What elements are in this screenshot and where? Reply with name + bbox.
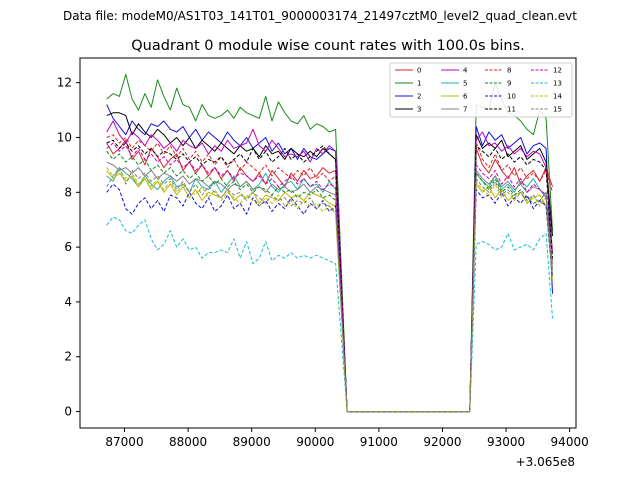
legend-label: 13 bbox=[553, 80, 562, 88]
x-tick-label: 92000 bbox=[423, 435, 461, 449]
legend-label: 5 bbox=[463, 80, 467, 88]
legend-label: 4 bbox=[463, 67, 468, 75]
series-line-5 bbox=[106, 167, 553, 413]
series-line-14 bbox=[106, 167, 553, 413]
x-tick-label: 90000 bbox=[296, 435, 334, 449]
y-tick-label: 6 bbox=[64, 240, 72, 254]
series-line-11 bbox=[106, 139, 553, 413]
x-tick-label: 87000 bbox=[105, 435, 143, 449]
series-line-4 bbox=[106, 120, 553, 413]
y-tick-label: 10 bbox=[57, 130, 72, 144]
series-line-15 bbox=[106, 167, 553, 413]
legend-label: 11 bbox=[507, 106, 516, 114]
legend-label: 14 bbox=[553, 93, 562, 101]
x-tick-label: 93000 bbox=[487, 435, 525, 449]
y-axis: 0 2 4 6 8 10 12 bbox=[57, 76, 80, 419]
legend-label: 8 bbox=[507, 67, 511, 75]
legend-label: 1 bbox=[417, 80, 421, 88]
suptitle: Data file: modeM0/AS1T03_141T01_90000031… bbox=[63, 9, 577, 23]
series-line-3 bbox=[106, 112, 553, 413]
series-line-8 bbox=[106, 134, 553, 413]
series-line-7 bbox=[106, 161, 553, 413]
legend-box bbox=[389, 62, 573, 118]
legend-label: 7 bbox=[463, 106, 467, 114]
y-tick-label: 12 bbox=[57, 76, 72, 90]
series-line-9 bbox=[106, 150, 553, 413]
series-line-12 bbox=[106, 142, 553, 413]
series-line-10 bbox=[106, 183, 553, 413]
plot-frame bbox=[79, 57, 577, 429]
x-tick-label: 94000 bbox=[551, 435, 589, 449]
series-line-6 bbox=[106, 170, 553, 413]
x-axis: 87000 88000 89000 90000 91000 92000 93000 94000 bbox=[105, 428, 589, 449]
legend-label: 9 bbox=[507, 80, 511, 88]
series-line-1 bbox=[106, 73, 553, 413]
legend-label: 10 bbox=[507, 93, 516, 101]
legend-label: 2 bbox=[417, 93, 421, 101]
legend-label: 6 bbox=[463, 93, 468, 101]
series-line-0 bbox=[106, 139, 553, 413]
x-tick-label: 88000 bbox=[169, 435, 207, 449]
legend-label: 0 bbox=[417, 67, 421, 75]
x-offset-label: +3.065e8 bbox=[516, 455, 575, 469]
y-tick-label: 0 bbox=[64, 405, 72, 419]
legend-label: 12 bbox=[553, 67, 562, 75]
series-layer bbox=[106, 73, 553, 413]
chart-title: Quadrant 0 module wise count rates with … bbox=[131, 38, 525, 54]
y-tick-label: 4 bbox=[64, 295, 72, 309]
y-tick-label: 2 bbox=[64, 350, 72, 364]
legend-label: 3 bbox=[417, 106, 421, 114]
series-line-13 bbox=[106, 216, 553, 413]
series-line-2 bbox=[106, 104, 553, 413]
y-tick-label: 8 bbox=[64, 185, 72, 199]
legend-label: 15 bbox=[553, 106, 562, 114]
x-tick-label: 91000 bbox=[360, 435, 398, 449]
x-tick-label: 89000 bbox=[233, 435, 271, 449]
